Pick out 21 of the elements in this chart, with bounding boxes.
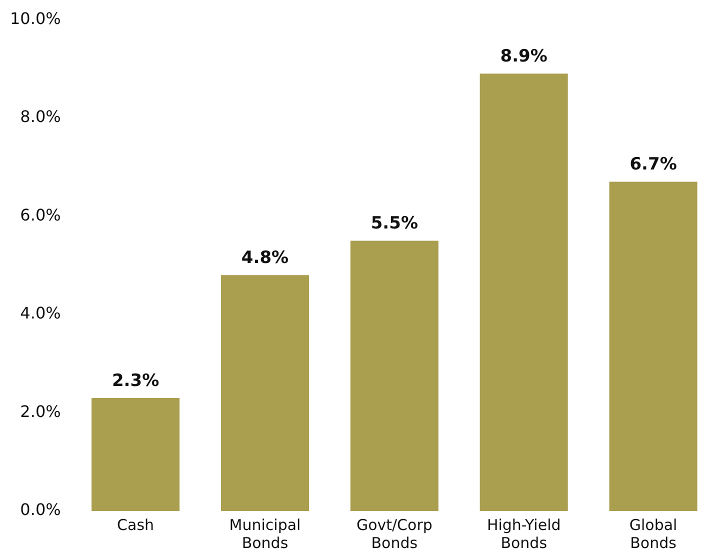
data-label: 2.3% xyxy=(112,370,160,391)
x-tick-label: Global Bonds xyxy=(629,516,678,552)
y-tick-label: 10.0% xyxy=(10,8,61,28)
data-label: 4.8% xyxy=(241,248,289,268)
data-label: 6.7% xyxy=(630,154,677,175)
y-tick-label: 8.0% xyxy=(20,107,61,126)
bar xyxy=(480,74,568,511)
bar xyxy=(220,275,309,511)
x-tick-label: Cash xyxy=(117,516,154,534)
data-label: 5.5% xyxy=(370,214,418,234)
x-tick-label: High-Yield Bonds xyxy=(486,516,561,552)
x-tick-label: Govt/Corp Bonds xyxy=(356,516,432,552)
y-tick-label: 0.0% xyxy=(20,500,61,520)
bar xyxy=(350,240,438,511)
data-label: 8.9% xyxy=(500,46,548,67)
bar xyxy=(609,182,698,511)
x-tick-label: Municipal Bonds xyxy=(229,516,301,552)
y-tick-label: 6.0% xyxy=(20,205,61,224)
bar xyxy=(92,398,180,511)
y-tick-label: 4.0% xyxy=(20,304,61,323)
y-tick-label: 2.0% xyxy=(20,402,61,421)
